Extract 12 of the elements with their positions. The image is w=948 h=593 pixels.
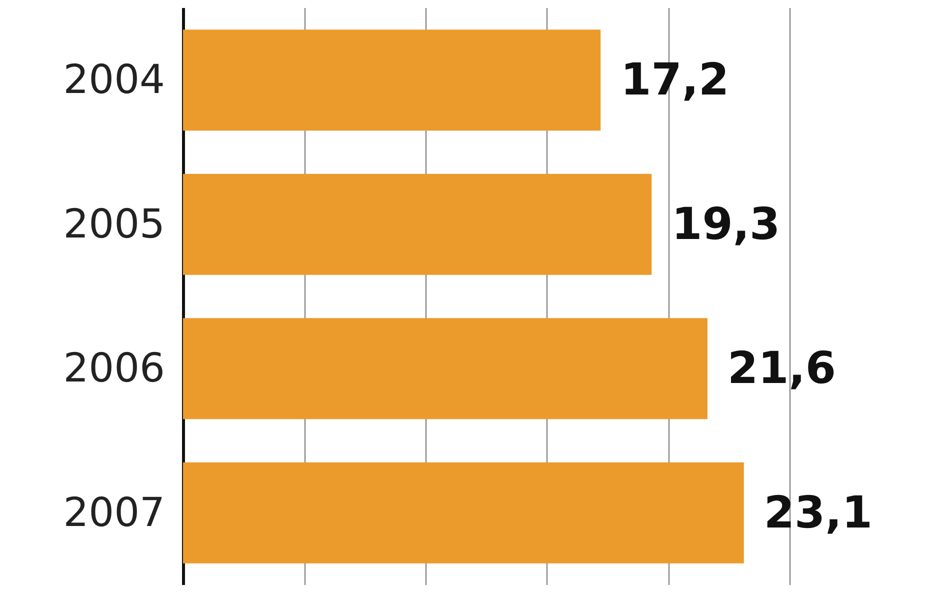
bar xyxy=(183,318,708,420)
data-label: 19,3 xyxy=(672,198,780,250)
bar xyxy=(183,462,744,564)
bar xyxy=(183,174,652,275)
data-label: 17,2 xyxy=(620,54,730,106)
bar xyxy=(183,30,601,131)
y-tick-label: 2005 xyxy=(63,201,165,248)
y-tick-label: 2004 xyxy=(63,57,165,104)
data-label: 23,1 xyxy=(764,487,872,538)
y-tick-label: 2007 xyxy=(63,490,165,536)
y-tick-label: 2006 xyxy=(63,346,165,392)
data-label: 21,6 xyxy=(727,343,836,394)
